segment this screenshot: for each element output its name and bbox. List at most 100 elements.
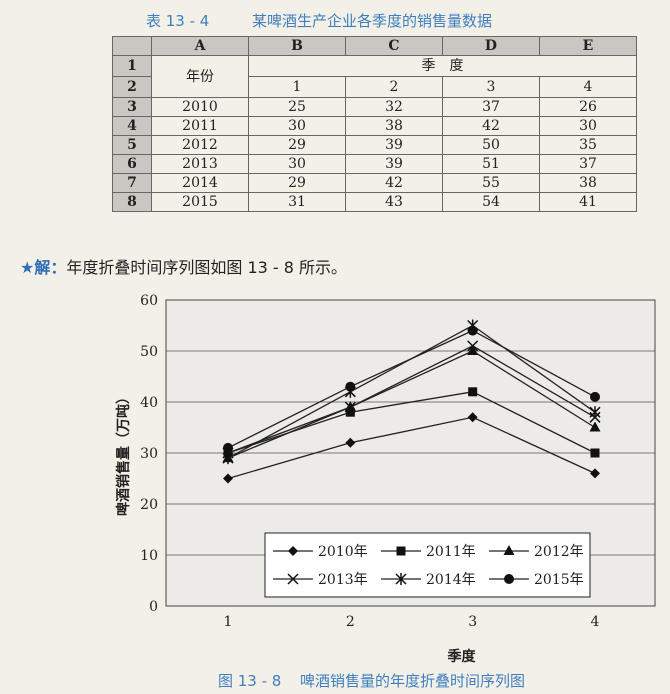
legend-box [264,532,591,598]
row-header: 2 [112,76,152,98]
table-cell: 35 [539,135,637,155]
table-caption: 表 13 - 4 某啤酒生产企业各季度的销售量数据 [0,6,670,30]
table-cell: 55 [442,173,540,193]
table-cell: 51 [442,154,540,174]
legend-label: 2011年 [426,544,476,560]
table-cell: 42 [442,116,540,136]
legend-marker [396,546,406,556]
table-cell: 32 [345,97,443,117]
row-header: 1 [112,55,152,77]
legend-label: 2015年 [534,572,584,588]
data-point [467,345,479,355]
table-cell: 2014 [151,173,249,193]
table-cell: 41 [539,192,637,212]
data-point [345,381,356,392]
x-tick-label: 4 [591,614,600,630]
legend-label: 2013年 [318,572,368,588]
y-tick-label: 10 [140,548,158,564]
y-tick-label: 50 [140,344,158,360]
column-header-row: A B C D E [112,36,637,56]
table-cell: 29 [248,173,346,193]
data-point [223,473,233,484]
data-point [223,442,233,453]
col-header-d: D [442,36,540,56]
x-axis-label: 季度 [447,648,477,665]
quarter-cell: 2 [345,76,443,98]
table-cell: 2012 [151,135,249,155]
data-point [222,452,234,465]
col-header-b: B [248,36,346,56]
quarter-cell: 4 [539,76,637,98]
x-tick-label: 1 [224,614,233,630]
table-cell: 38 [345,116,443,136]
data-point [345,437,356,448]
y-tick-label: 20 [140,497,158,513]
table-cell: 39 [345,154,443,174]
series-line [227,329,596,449]
col-header-c: C [345,36,443,56]
solution-line: ★解：年度折叠时间序列图如图 13 - 8 所示。 [20,254,347,278]
solution-star-label: ★解： [20,258,67,277]
legend-marker [288,546,298,556]
table-row: 4 2011 30 38 42 30 [112,116,637,136]
quarter-label-cell: 季 度 [248,55,637,77]
solution-text: 年度折叠时间序列图如图 13 - 8 所示。 [66,258,348,277]
legend-label: 2010年 [318,544,368,560]
corner-cell [112,36,152,56]
table-cell: 2015 [151,192,249,212]
table-cell: 2011 [151,116,249,136]
table-row: 6 2013 30 39 51 37 [112,154,637,174]
y-axis-label: 啤酒销售量（万吨） [115,390,132,516]
row-header: 4 [112,116,152,136]
row-header: 3 [112,97,152,117]
table-cell: 2010 [151,97,249,117]
table-row: 8 2015 31 43 54 41 [112,192,637,212]
col-header-a: A [151,36,249,56]
table-cell: 43 [345,192,443,212]
data-point [344,401,356,413]
y-tick-label: 0 [149,599,158,615]
legend-marker [395,573,407,585]
series-line [227,345,596,454]
row-header: 8 [112,192,152,212]
data-point [467,325,478,336]
x-tick-label: 3 [468,614,477,630]
row-header: 7 [112,173,152,193]
table-row: 1 年份 季 度 [112,55,637,98]
legend-marker [504,574,514,584]
table-caption-title: 某啤酒生产企业各季度的销售量数据 [252,12,493,30]
data-point [589,406,601,419]
table-cell: 31 [248,192,346,212]
table-cell: 38 [539,173,637,193]
table-caption-number: 表 13 - 4 [146,12,210,30]
data-point [589,421,601,432]
table-cell: 42 [345,173,443,193]
table-cell: 25 [248,97,346,117]
quarter-cell: 3 [442,76,540,98]
legend-label: 2014年 [426,572,476,588]
table-cell: 54 [442,192,540,212]
year-label-cell: 年份 [151,55,249,98]
y-tick-label: 30 [140,446,158,462]
legend-marker [287,573,299,585]
table-row: 7 2014 29 42 55 38 [112,173,637,193]
data-point [467,412,478,423]
table-cell: 30 [248,116,346,136]
figure-caption-number: 图 13 - 8 [218,672,282,690]
legend-marker [503,545,515,555]
series-line [227,416,596,480]
y-tick-label: 60 [140,293,158,309]
spreadsheet-table: A B C D E 1 年份 季 度 2 1 2 3 4 3 2010 25 3… [112,36,637,212]
table-cell: 2013 [151,154,249,174]
table-cell: 30 [248,154,346,174]
quarter-cell: 1 [248,76,346,98]
figure-caption-title: 啤酒销售量的年度折叠时间序列图 [300,672,526,690]
table-cell: 50 [442,135,540,155]
row-header: 6 [112,154,152,174]
table-cell: 29 [248,135,346,155]
table-cell: 30 [539,116,637,136]
table-cell: 26 [539,97,637,117]
series-line [227,350,596,459]
table-row: 5 2012 29 39 50 35 [112,135,637,155]
col-header-e: E [539,36,637,56]
